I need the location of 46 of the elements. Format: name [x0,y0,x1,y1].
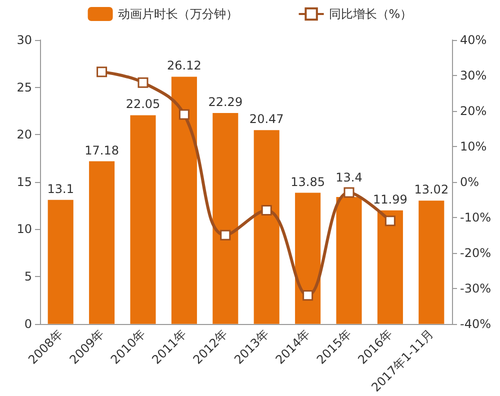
point [220,230,231,240]
data-label: 13.4 [336,170,362,185]
bar [89,161,115,324]
y2-tick-label: -30% [460,281,492,296]
point [302,290,314,301]
y2-tick-label: -40% [460,316,492,331]
point [178,109,190,120]
data-label: 22.05 [126,97,160,112]
y-tick-label: 0 [24,316,32,331]
y2-tick-label: 20% [460,104,487,118]
y2-tick-label: 0% [460,174,480,189]
y-tick-label: 20 [16,128,32,142]
data-label: 17.18 [84,143,119,158]
bar [171,76,197,324]
y2-tick-label: 30% [460,68,487,82]
bar [212,112,238,324]
point [261,205,272,216]
legend-label: 动画片时长（万分钟） [118,7,238,21]
bar [377,210,403,324]
point [96,66,108,78]
bar [48,200,74,324]
data-label: 13.85 [290,174,325,189]
bar [130,115,156,324]
data-label: 13.02 [414,182,449,197]
bar [418,200,444,324]
point [384,216,396,226]
point [138,77,148,88]
data-label: 22.29 [208,94,243,109]
y2-tick-label: 40% [460,33,487,47]
y2-tick-label: -20% [460,246,492,260]
bar [295,192,321,324]
data-label: 13.1 [47,182,74,196]
data-label: 11.99 [373,192,408,206]
data-label: 20.47 [249,112,284,126]
y-tick-label: 10 [16,222,32,236]
y-tick-label: 5 [24,270,32,284]
legend-label: 同比增长（%） [328,7,412,21]
bar [336,197,362,324]
bar [254,130,280,324]
y-tick-label: 25 [16,80,32,94]
y2-tick-label: -10% [460,210,492,224]
point [344,187,354,198]
y-tick-label: 30 [16,33,32,47]
y-tick-label: 15 [16,174,32,189]
data-label: 26.12 [167,58,202,73]
y2-tick-label: 10% [460,139,487,154]
